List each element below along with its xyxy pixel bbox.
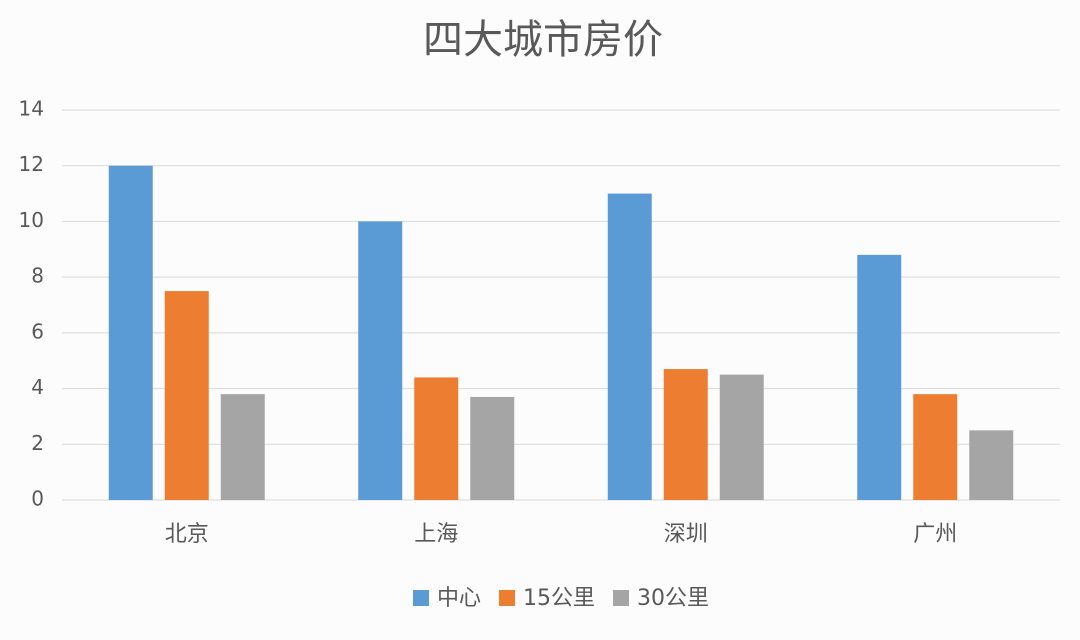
- y-tick-label: 14: [19, 97, 44, 121]
- chart-title: 四大城市房价: [423, 17, 663, 63]
- y-tick-label: 12: [19, 152, 44, 176]
- x-tick-label: 上海: [414, 522, 458, 547]
- x-tick-label: 北京: [165, 522, 209, 547]
- y-tick-label: 10: [19, 208, 44, 232]
- bar: [220, 394, 265, 500]
- bar: [164, 291, 209, 500]
- bar: [607, 193, 652, 501]
- legend-swatch: [412, 590, 429, 606]
- bar: [470, 396, 515, 500]
- legend-label: 中心: [437, 586, 481, 611]
- bar: [913, 394, 958, 500]
- legend-label: 30公里: [637, 586, 709, 611]
- x-tick-label: 深圳: [664, 522, 708, 547]
- y-tick-label: 4: [31, 375, 44, 399]
- legend-swatch: [499, 590, 516, 606]
- legend-label: 15公里: [523, 586, 595, 611]
- bar: [857, 254, 902, 500]
- bar: [663, 369, 708, 500]
- y-tick-label: 8: [31, 264, 44, 288]
- legend-swatch: [613, 590, 630, 606]
- bar: [108, 165, 153, 500]
- bar: [969, 430, 1014, 500]
- x-tick-label: 广州: [913, 522, 957, 547]
- y-tick-label: 0: [31, 487, 44, 511]
- bar: [719, 374, 764, 500]
- y-tick-label: 2: [31, 431, 44, 455]
- bar: [358, 221, 403, 500]
- y-tick-label: 6: [31, 319, 44, 343]
- bar: [414, 377, 459, 500]
